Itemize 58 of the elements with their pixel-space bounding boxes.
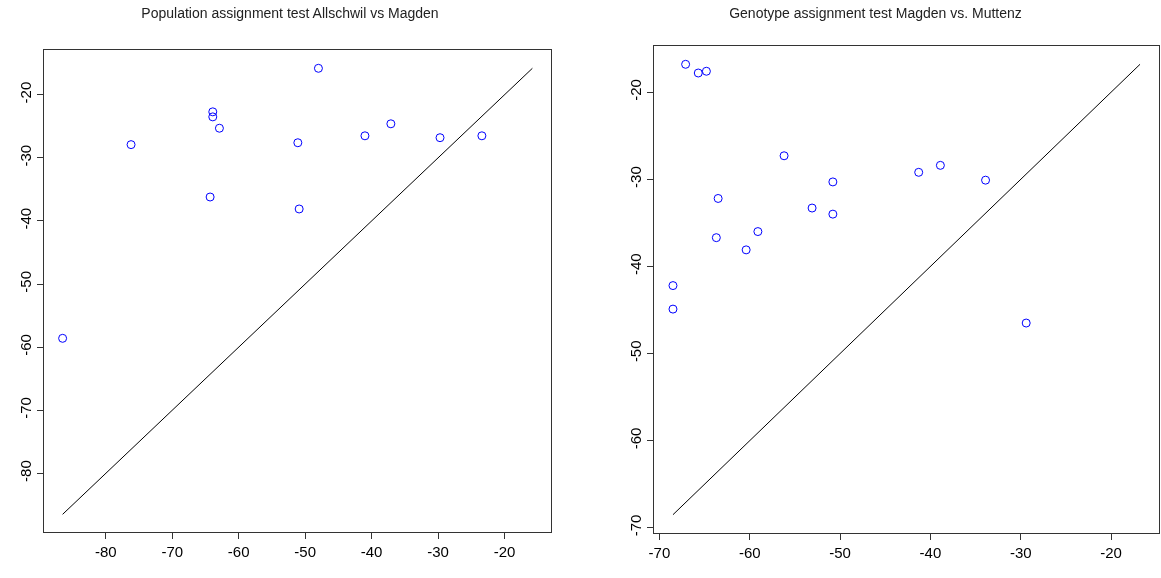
- point: [914, 167, 924, 177]
- y-tick-label: -20: [17, 81, 34, 104]
- y-tick-label: -40: [17, 207, 34, 230]
- point: [208, 112, 218, 122]
- chart-title: Genotype assignment test Magden vs. Muttenz: [729, 5, 1022, 22]
- x-tick-label: -70: [161, 543, 184, 560]
- x-tick-label: -60: [227, 543, 250, 560]
- point: [807, 203, 817, 213]
- point: [668, 304, 678, 314]
- point: [741, 245, 751, 255]
- point: [58, 333, 68, 343]
- point: [477, 131, 487, 141]
- point: [779, 151, 789, 161]
- x-tick-label: -60: [738, 544, 761, 561]
- point: [701, 66, 711, 76]
- y-tick-label: -20: [627, 79, 644, 101]
- x-tick-label: -50: [829, 544, 851, 561]
- point: [126, 140, 136, 150]
- y-tick-label: -60: [627, 427, 644, 450]
- point: [711, 233, 721, 243]
- y-tick-label: -80: [17, 460, 34, 482]
- point: [1021, 318, 1031, 328]
- point: [293, 138, 303, 148]
- y-tick-label: -50: [627, 340, 644, 363]
- x-tick-label: -20: [1100, 544, 1122, 561]
- point: [313, 63, 323, 73]
- point: [935, 160, 945, 170]
- point: [386, 119, 396, 129]
- point: [713, 193, 723, 203]
- point: [205, 192, 215, 202]
- x-tick-label: -40: [919, 544, 942, 561]
- y-tick-label: -30: [627, 166, 644, 188]
- point: [693, 68, 703, 78]
- point: [214, 123, 224, 133]
- x-tick-label: -20: [493, 543, 516, 560]
- y-tick-label: -70: [17, 397, 34, 419]
- y-tick-label: -30: [17, 144, 34, 167]
- point: [208, 107, 218, 117]
- chart-title: Population assignment test Allschwil vs Magden: [141, 5, 439, 22]
- point: [668, 281, 678, 291]
- y-tick-label: -40: [627, 253, 644, 275]
- point: [753, 227, 763, 237]
- point: [435, 133, 445, 143]
- x-tick-label: -30: [427, 543, 449, 560]
- x-tick-label: -80: [94, 543, 117, 560]
- x-tick-label: -70: [648, 544, 671, 561]
- point: [828, 177, 838, 187]
- point: [360, 131, 370, 141]
- y-tick-label: -50: [17, 270, 34, 293]
- x-tick-label: -30: [1009, 544, 1032, 561]
- y-tick-label: -60: [17, 334, 34, 356]
- x-tick-label: -50: [294, 543, 316, 560]
- point: [828, 209, 838, 219]
- point: [681, 59, 691, 69]
- point: [981, 175, 991, 185]
- point: [294, 204, 304, 214]
- x-tick-label: -40: [360, 543, 383, 560]
- y-tick-label: -70: [627, 514, 644, 537]
